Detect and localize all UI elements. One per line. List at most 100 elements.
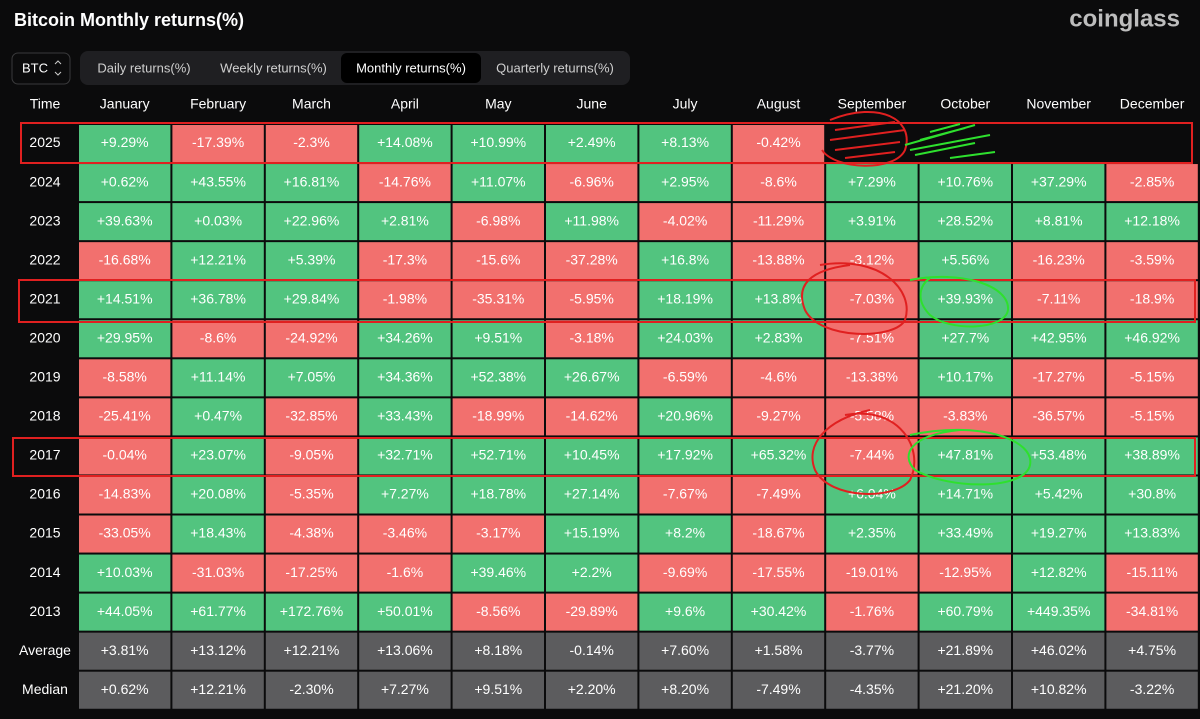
cell: +39.63%	[97, 212, 153, 228]
cell: +10.76%	[937, 173, 993, 189]
cell-bg	[359, 593, 451, 631]
column-header: Time	[30, 96, 61, 112]
cell-bg	[452, 437, 544, 475]
circle-mark	[909, 275, 1010, 328]
cell: -3.59%	[1130, 251, 1174, 267]
cell-bg	[639, 359, 731, 397]
cell: -19.01%	[846, 564, 898, 580]
cell: +12.21%	[190, 681, 246, 697]
cell-bg	[172, 125, 264, 163]
cell-bg	[1106, 398, 1198, 436]
tab[interactable]: Weekly returns(%)	[220, 60, 327, 75]
cell-bg	[172, 203, 264, 241]
cell: -17.55%	[752, 564, 804, 580]
cell-bg	[265, 398, 358, 436]
asset-select-label[interactable]: BTC	[22, 60, 48, 75]
cell-bg	[826, 398, 918, 436]
column-header: June	[577, 96, 608, 112]
cell-bg	[265, 515, 358, 553]
row-label: 2016	[29, 486, 60, 502]
cell-bg	[546, 281, 638, 319]
cell: +7.29%	[848, 173, 896, 189]
cell: +12.18%	[1124, 212, 1180, 228]
cell: -14.76%	[379, 173, 431, 189]
cell: -15.6%	[476, 251, 520, 267]
cell-bg	[172, 437, 264, 475]
cell: +23.07%	[190, 447, 246, 463]
cell-bg	[452, 164, 544, 202]
cell-bg	[732, 398, 825, 436]
cell-bg	[452, 359, 544, 397]
cell: -6.96%	[570, 173, 614, 189]
cell: -18.99%	[472, 408, 524, 424]
cell: -5.35%	[289, 486, 333, 502]
cell: +24.03%	[657, 329, 713, 345]
cell: +46.02%	[1031, 642, 1087, 658]
cell-bg	[732, 320, 825, 358]
cell: +38.89%	[1124, 447, 1180, 463]
cell-bg	[1013, 398, 1105, 436]
cell-bg	[1106, 515, 1198, 553]
cell: +8.20%	[661, 681, 709, 697]
cell-bg	[172, 554, 264, 592]
cell-bg	[639, 632, 731, 670]
row-label: 2013	[29, 603, 60, 619]
cell-bg	[265, 320, 358, 358]
cell: +18.19%	[657, 290, 713, 306]
column-header: July	[673, 96, 698, 112]
cell: +3.81%	[101, 642, 149, 658]
cell-bg	[359, 359, 451, 397]
cell-bg	[546, 632, 638, 670]
cell-bg	[826, 671, 918, 709]
cell: +7.05%	[288, 369, 336, 385]
cell-bg	[732, 476, 825, 514]
cell-bg	[639, 242, 731, 280]
row-label: 2019	[29, 369, 60, 385]
cell: -11.29%	[753, 212, 804, 228]
cell-bg	[1106, 242, 1198, 280]
cell: +8.2%	[665, 525, 705, 541]
cell: +14.08%	[377, 134, 433, 150]
cell: -17.25%	[285, 564, 337, 580]
column-header: January	[100, 96, 150, 112]
cell-bg	[826, 203, 918, 241]
cell: +0.03%	[194, 212, 242, 228]
cell-bg	[452, 242, 544, 280]
cell: +39.93%	[937, 290, 993, 306]
cell: +20.08%	[190, 486, 246, 502]
cell-bg	[639, 515, 731, 553]
annotations	[12, 111, 1196, 495]
cell: -7.11%	[1037, 290, 1080, 306]
cell-bg	[919, 554, 1011, 592]
cell-bg	[1013, 671, 1105, 709]
cell: +33.43%	[377, 408, 433, 424]
cell-bg	[1106, 671, 1198, 709]
cell: +42.95%	[1031, 329, 1087, 345]
circle-mark	[811, 409, 916, 495]
cell: -3.46%	[383, 525, 427, 541]
cell-bg	[79, 125, 171, 163]
cell-bg	[359, 476, 451, 514]
cell-bg	[1106, 554, 1198, 592]
cell: -31.03%	[192, 564, 244, 580]
tab[interactable]: Daily returns(%)	[97, 60, 190, 75]
cell-bg	[265, 164, 358, 202]
cell-bg	[452, 554, 544, 592]
cell: +32.71%	[377, 447, 433, 463]
tab[interactable]: Monthly returns(%)	[356, 60, 466, 75]
cell: +16.81%	[284, 173, 340, 189]
cell: +5.39%	[288, 251, 336, 267]
cell-bg	[826, 632, 918, 670]
tab[interactable]: Quarterly returns(%)	[496, 60, 614, 75]
cell-bg	[1013, 281, 1105, 319]
cell-bg	[546, 476, 638, 514]
cell-bg	[639, 125, 731, 163]
cell: -0.14%	[570, 642, 614, 658]
cell-bg	[172, 476, 264, 514]
cell: -3.18%	[570, 329, 614, 345]
cell: +13.83%	[1124, 525, 1180, 541]
asset-select[interactable]	[11, 52, 71, 85]
cell: -14.83%	[99, 486, 151, 502]
